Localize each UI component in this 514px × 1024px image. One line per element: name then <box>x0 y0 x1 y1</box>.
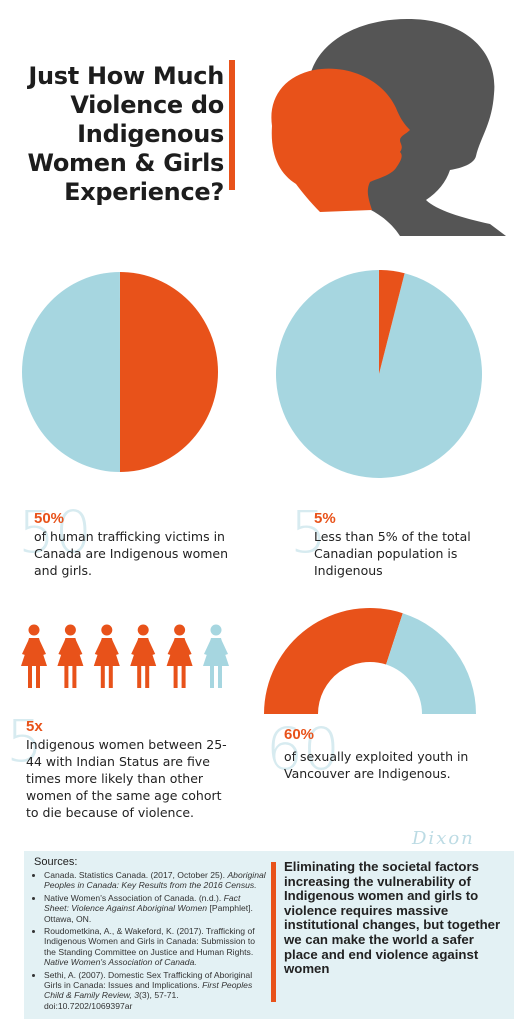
stat3-headline: 5x <box>26 718 43 735</box>
donut-segment-indigenous <box>264 608 403 714</box>
stat1-description: of human trafficking victims in Canada a… <box>34 529 229 578</box>
pie-chart-trafficking <box>22 272 218 472</box>
stat2-description: Less than 5% of the total Canadian popul… <box>314 529 471 578</box>
sources-panel <box>24 851 514 1019</box>
women-figures-chart <box>21 624 229 688</box>
stat4-description: of sexually exploited youth in Vancouver… <box>284 749 469 781</box>
sources-heading: Sources: <box>34 856 78 868</box>
pie-slice-other <box>22 272 120 472</box>
woman-figure-highlighted-icon <box>57 624 84 688</box>
woman-figure-highlighted-icon <box>166 624 193 688</box>
source-item: Sethi, A. (2007). Domestic Sex Trafficki… <box>44 970 266 1012</box>
donut-segment-other <box>386 613 476 714</box>
woman-figure-highlighted-icon <box>21 624 47 688</box>
stat1-headline: 50% <box>34 510 65 527</box>
pie-slice-non-indigenous <box>276 270 482 478</box>
pie-slice-indigenous <box>120 272 218 472</box>
woman-figure-icon <box>203 624 229 688</box>
stat1-ghost-number: 50 <box>18 498 92 566</box>
pie-slice-indigenous <box>379 270 405 374</box>
source-item: Roudometkina, A., & Wakeford, K. (2017).… <box>44 926 266 968</box>
source-item: Canada. Statistics Canada. (2017, Octobe… <box>44 870 266 891</box>
stat2-headline: 5% <box>314 510 336 527</box>
stat2-ghost-number: 5 <box>290 498 327 566</box>
stat4-ghost-number: 60 <box>266 715 340 783</box>
sources-list: Canada. Statistics Canada. (2017, Octobe… <box>34 870 266 1013</box>
half-donut-chart-exploited-youth <box>264 608 476 714</box>
stat3-description: Indigenous women between 25-44 with Indi… <box>26 737 227 820</box>
stat4-headline: 60% <box>284 726 315 743</box>
artist-signature: Dixon <box>412 828 475 849</box>
women-silhouettes-illustration <box>271 19 506 237</box>
quote-accent-bar <box>271 862 276 1002</box>
pie-chart-population <box>276 270 482 478</box>
woman-figure-highlighted-icon <box>93 624 120 688</box>
orange-silhouette <box>271 68 410 212</box>
source-item: Native Women's Association of Canada. (n… <box>44 893 266 924</box>
stat3-ghost-number: 5 <box>6 707 43 775</box>
page-title: Just How Much Violence do Indigenous Wom… <box>27 62 225 206</box>
title-accent-bar <box>229 60 235 190</box>
woman-figure-highlighted-icon <box>130 624 157 688</box>
closing-quote: Eliminating the societal factors increas… <box>284 859 501 977</box>
